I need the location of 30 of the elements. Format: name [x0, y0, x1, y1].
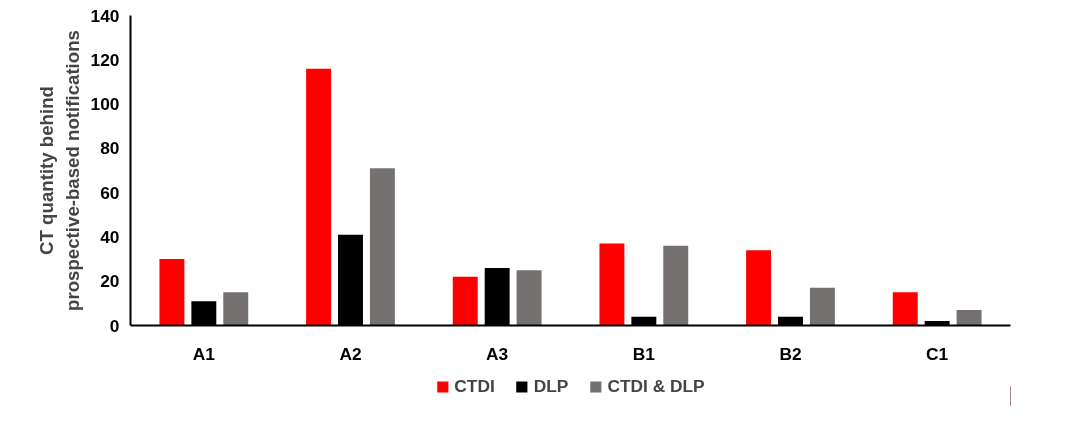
legend-label: CTDI [454, 375, 495, 397]
y-tick-label: 120 [90, 49, 120, 70]
bar [599, 243, 625, 326]
x-tick-label: A2 [339, 343, 362, 364]
bar [159, 259, 185, 326]
bar [956, 310, 982, 326]
y-tick-label: 80 [100, 138, 120, 159]
bar [516, 270, 542, 326]
legend-label: DLP [533, 375, 569, 397]
x-tick-label: B1 [632, 343, 656, 364]
bar [306, 68, 332, 326]
bar [452, 276, 478, 326]
bar [223, 292, 249, 326]
x-tick-label: C1 [926, 343, 949, 364]
x-tick-label: B2 [779, 343, 802, 364]
y-tick-label: 140 [90, 5, 120, 26]
bar [746, 250, 772, 326]
bar [809, 287, 835, 326]
y-tick-label: 40 [100, 226, 120, 247]
bar [892, 292, 918, 326]
y-tick-label: 0 [109, 315, 120, 336]
y-tick-label: 100 [90, 94, 120, 115]
x-tick-label: A1 [192, 343, 216, 364]
y-tick-label: 20 [100, 271, 120, 292]
legend-label: CTDI & DLP [607, 375, 705, 397]
x-tick-label: A3 [486, 343, 509, 364]
y-tick-label: 60 [100, 182, 120, 203]
y-axis-title: CT quantity behind prospective-based notifications [36, 30, 83, 311]
bar [663, 245, 689, 326]
bar [369, 168, 395, 326]
